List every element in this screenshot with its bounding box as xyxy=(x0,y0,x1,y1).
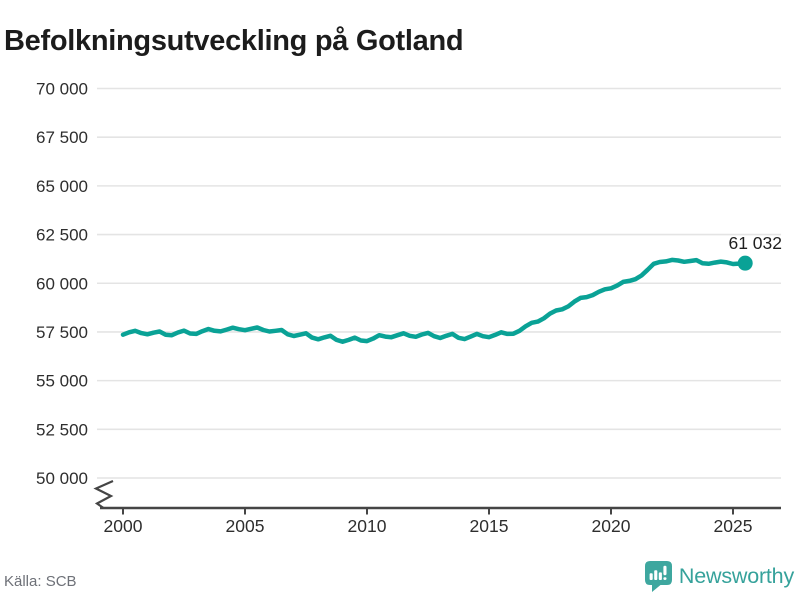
last-value-label: 61 032 xyxy=(728,233,782,253)
source-note: Källa: SCB xyxy=(4,573,77,590)
x-axis xyxy=(100,506,781,515)
x-axis-label: 2000 xyxy=(104,516,143,536)
end-point-dot xyxy=(737,255,753,271)
x-axis-labels: 2000 2005 2010 2015 2020 2025 xyxy=(104,516,753,536)
y-axis-label: 67 500 xyxy=(36,128,88,147)
y-axis-label: 55 000 xyxy=(36,372,88,391)
newsworthy-bubble-chart-icon xyxy=(644,560,672,592)
y-axis-label: 52 500 xyxy=(36,420,88,439)
brand-wordmark: Newsworthy xyxy=(678,563,794,588)
data-series xyxy=(120,255,753,344)
x-axis-label: 2010 xyxy=(348,516,387,536)
x-axis-label: 2020 xyxy=(592,516,631,536)
page-title: Befolkningsutveckling på Gotland xyxy=(4,25,464,58)
population-line xyxy=(120,257,748,344)
gridlines xyxy=(97,87,781,479)
value-annotation: 61 032 xyxy=(728,233,782,253)
y-axis-label: 57 500 xyxy=(36,323,88,342)
y-axis-label: 60 000 xyxy=(36,274,88,293)
y-axis-label: 70 000 xyxy=(36,80,88,99)
x-axis-label: 2025 xyxy=(714,516,753,536)
population-line-chart: 50 000 52 500 55 000 57 500 60 000 62 500 65 0… xyxy=(36,80,782,537)
y-axis-label: 62 500 xyxy=(36,226,88,245)
y-axis-label: 65 000 xyxy=(36,177,88,196)
x-axis-label: 2015 xyxy=(470,516,509,536)
brand-logo: Newsworthy xyxy=(644,558,794,594)
y-axis-labels: 50 000 52 500 55 000 57 500 60 000 62 500 65 0… xyxy=(36,80,88,489)
axis-break-icon xyxy=(93,479,114,509)
x-axis-label: 2005 xyxy=(226,516,265,536)
y-axis-label: 50 000 xyxy=(36,469,88,488)
